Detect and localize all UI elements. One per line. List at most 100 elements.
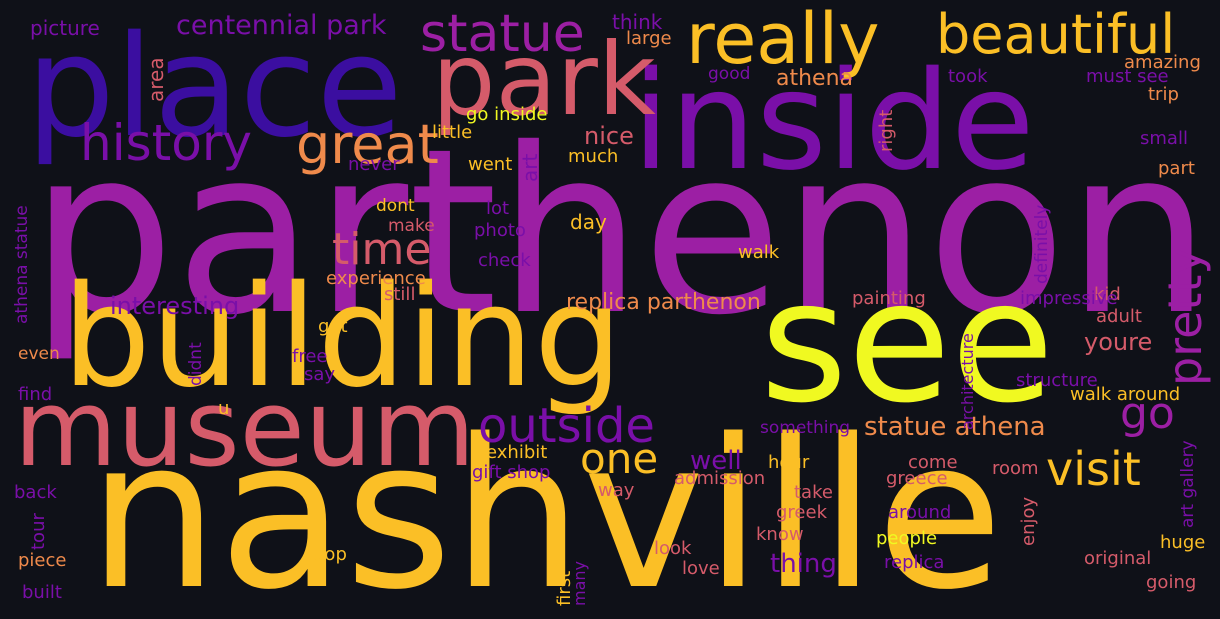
word-going: going (1146, 572, 1197, 593)
word-dont: dont (376, 196, 415, 216)
word-statue: statue (420, 4, 585, 64)
word-structure: structure (1016, 370, 1098, 391)
word-day: day (570, 210, 607, 234)
word-picture: picture (30, 16, 100, 40)
word-enjoy: enjoy (1018, 496, 1039, 546)
word-lot: lot (486, 198, 510, 219)
word-art-gallery: art gallery (1178, 440, 1198, 528)
word-place: place (26, 6, 403, 169)
word-nice: nice (584, 122, 634, 150)
word-statue-athena: statue athena (864, 412, 1046, 442)
word-go-inside: go inside (466, 104, 548, 125)
word-didnt: didnt (186, 342, 206, 386)
word-know: know (756, 524, 804, 545)
word-well: well (690, 446, 742, 476)
word-got: got (318, 316, 348, 337)
word-something: something (760, 418, 851, 438)
word-athena: athena (776, 66, 854, 91)
word-history: history (80, 114, 252, 172)
word-outside: outside (478, 398, 655, 454)
word-come: come (908, 452, 958, 473)
word-one: one (580, 434, 659, 483)
word-way: way (598, 480, 635, 501)
word-time: time (332, 224, 432, 275)
word-still: still (384, 284, 416, 305)
word-people: people (876, 528, 938, 549)
word-adult: adult (1096, 306, 1142, 327)
word-gift-shop: gift shop (472, 462, 551, 483)
word-think: think (612, 10, 663, 34)
word-went: went (468, 154, 513, 175)
word-good: good (708, 64, 751, 84)
word-replica: replica (884, 552, 945, 573)
word-free: free (292, 346, 328, 367)
word-never: never (348, 154, 400, 175)
word-little: little (432, 122, 473, 143)
word-part: part (1158, 158, 1195, 179)
word-much: much (568, 146, 619, 167)
word-see: see (760, 244, 1055, 440)
word-area: area (144, 57, 168, 102)
word-greek: greek (776, 502, 828, 523)
word-painting: painting (852, 288, 926, 309)
word-take: take (794, 482, 833, 503)
word-building: building (62, 256, 623, 419)
word-really: really (686, 0, 880, 80)
word-impressive: impressive (1020, 288, 1118, 309)
word-around: around (888, 502, 952, 523)
word-athena-statue: athena statue (12, 205, 32, 324)
word-nashville: nashville (88, 395, 1004, 619)
word-find: find (18, 384, 53, 405)
word-piece: piece (18, 550, 67, 571)
word-room: room (992, 458, 1039, 479)
word-beautiful: beautiful (936, 3, 1176, 66)
word-greece: greece (886, 468, 948, 489)
word-back: back (14, 482, 57, 503)
word-even: even (18, 344, 60, 364)
word-walk: walk (738, 242, 780, 263)
word-park: park (432, 21, 656, 138)
word-say: say (304, 364, 336, 385)
word-kid: kid (1094, 284, 1121, 305)
word-right: right (876, 109, 897, 152)
word-exhibit: exhibit (486, 442, 548, 463)
word-small: small (1140, 128, 1188, 149)
word-museum: museum (14, 367, 476, 490)
word-trip: trip (1148, 84, 1179, 105)
word-built: built (22, 582, 62, 603)
word-make: make (388, 216, 435, 236)
word-many: many (570, 561, 589, 606)
word-hour: hour (768, 452, 810, 473)
word-amazing: amazing (1124, 52, 1201, 73)
word-huge: huge (1160, 532, 1206, 553)
word-centennial-park: centennial park (176, 10, 387, 41)
word-art: art (518, 153, 542, 182)
word-parthenon: parthenon (30, 99, 1211, 365)
word-pretty: pretty (1158, 247, 1212, 386)
word-tour: tour (28, 513, 49, 550)
word-walk-around: walk around (1070, 384, 1181, 405)
word-replica-parthenon: replica parthenon (566, 290, 761, 315)
word-stop: stop (308, 544, 347, 565)
word-original: original (1084, 548, 1152, 569)
word-architecture: architecture (958, 333, 977, 430)
word-took: took (948, 66, 988, 87)
word-check: check (478, 250, 531, 271)
word-large: large (626, 28, 672, 49)
word-u: u (218, 398, 230, 419)
word-inside: inside (632, 43, 1035, 201)
word-definitely: definitely (1032, 204, 1052, 284)
word-must-see: must see (1086, 66, 1169, 87)
word-visit: visit (1046, 442, 1141, 496)
word-interesting: interesting (110, 292, 240, 320)
word-admission: admission (674, 468, 766, 489)
word-youre: youre (1084, 328, 1153, 356)
word-love: love (682, 558, 720, 579)
word-go: go (1120, 388, 1175, 439)
word-look: look (654, 538, 692, 559)
word-thing: thing (770, 549, 837, 579)
word-photo: photo (474, 220, 526, 241)
word-great: great (296, 113, 439, 176)
word-experience: experience (326, 268, 426, 289)
